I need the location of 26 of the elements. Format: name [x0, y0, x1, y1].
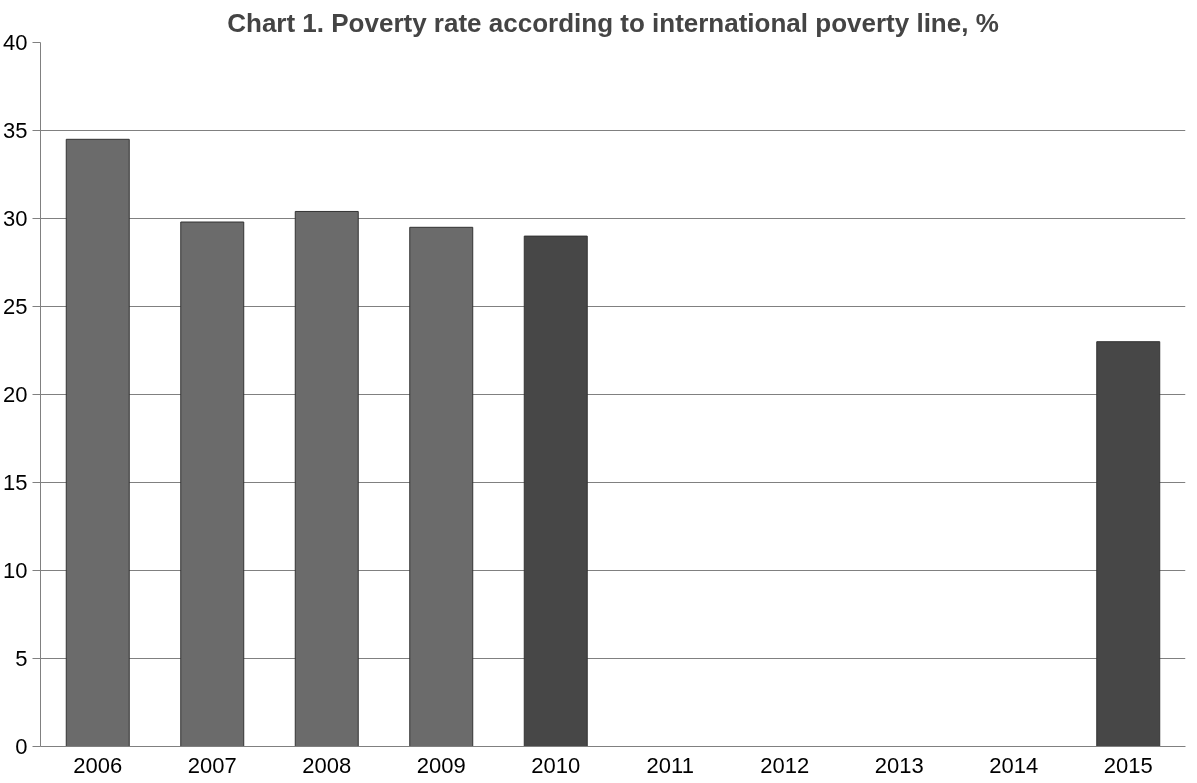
y-tick-label: 30	[3, 206, 28, 231]
y-tick-label: 15	[3, 470, 28, 495]
y-tick-label: 0	[15, 734, 28, 759]
x-tick-label: 2014	[989, 752, 1039, 778]
x-tick-label: 2008	[302, 752, 352, 778]
y-tick-label: 25	[3, 294, 28, 319]
x-tick-label: 2013	[874, 752, 924, 778]
x-tick-label: 2007	[187, 752, 237, 778]
bar	[409, 226, 474, 747]
y-tick-label: 5	[15, 646, 28, 671]
y-tick-label: 40	[3, 30, 28, 55]
bar	[180, 221, 245, 747]
bar	[65, 138, 130, 747]
y-tick-label: 20	[3, 382, 28, 407]
x-tick-label: 2011	[646, 752, 694, 778]
x-tick-label: 2009	[416, 752, 466, 778]
y-tick-label: 35	[3, 118, 28, 143]
chart-title: Chart 1. Poverty rate according to international poverty line, %	[227, 7, 999, 38]
bar	[294, 210, 359, 747]
y-tick-label: 10	[3, 558, 28, 583]
x-tick-label: 2015	[1103, 752, 1153, 778]
x-tick-label: 2006	[73, 752, 123, 778]
bar	[1096, 341, 1161, 747]
bar	[523, 235, 588, 747]
x-tick-label: 2010	[531, 752, 581, 778]
x-tick-label: 2012	[760, 752, 810, 778]
